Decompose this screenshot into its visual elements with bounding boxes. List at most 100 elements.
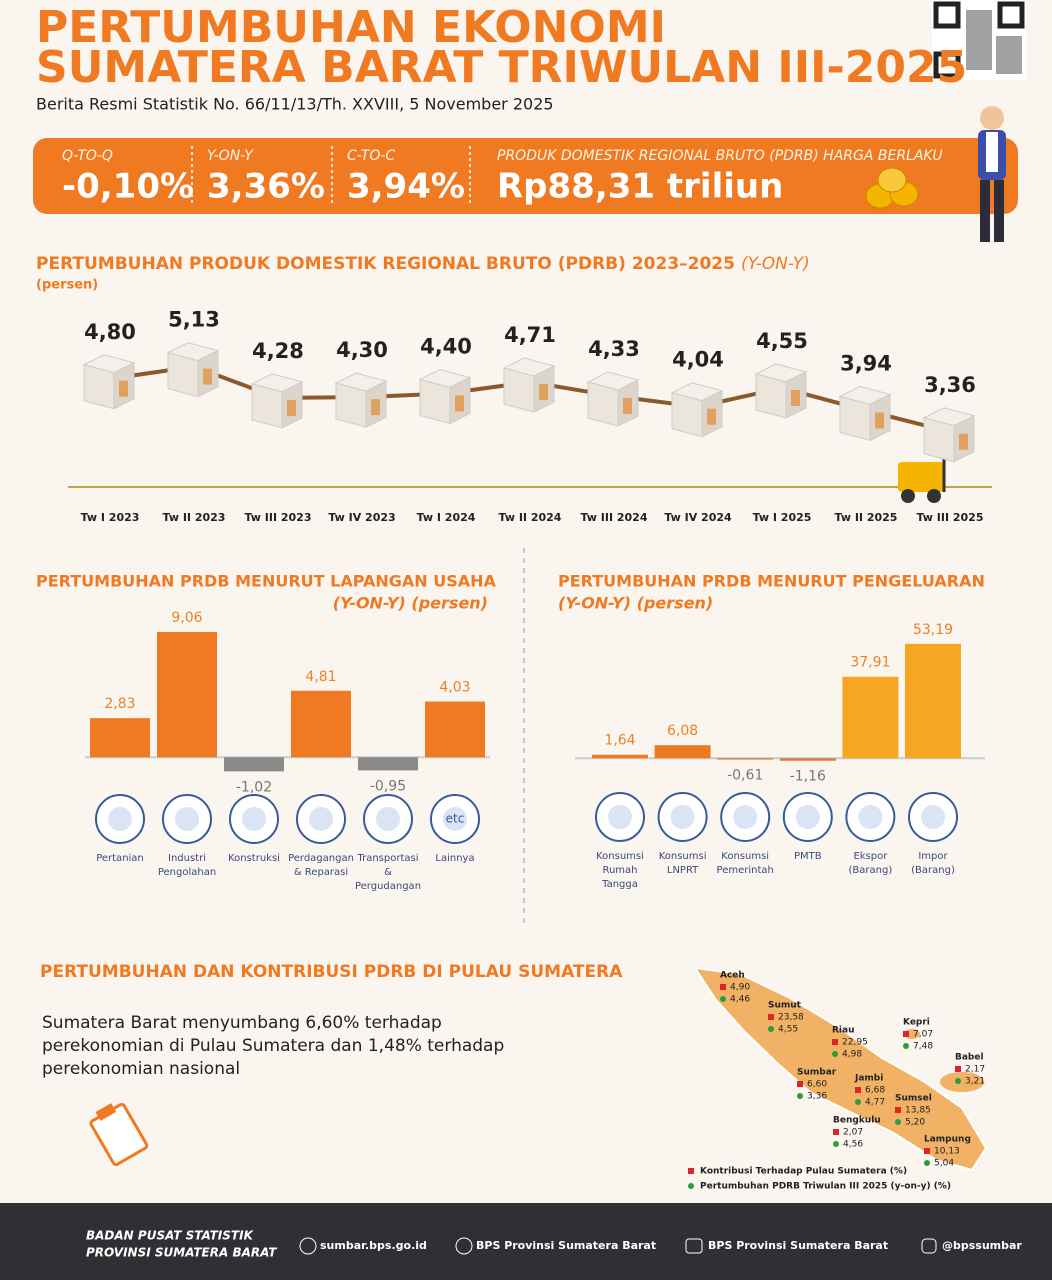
region-growth: 3,21 xyxy=(965,1077,985,1087)
banner-label: PRODUK DOMESTIK REGIONAL BRUTO (PDRB) HA… xyxy=(497,148,943,164)
category-label: Perdagangan & Reparasi xyxy=(288,853,354,878)
box-marker xyxy=(334,372,388,428)
bar xyxy=(654,745,711,759)
x-tick-label: Tw I 2025 xyxy=(753,511,812,524)
footer-link[interactable]: BPS Provinsi Sumatera Barat xyxy=(476,1239,656,1252)
box-left xyxy=(587,381,619,427)
category-label: Konstruksi xyxy=(228,853,280,864)
bar xyxy=(905,643,961,759)
box-tag xyxy=(707,408,716,425)
growth-marker xyxy=(833,1141,839,1147)
region-name: Kepri xyxy=(903,1018,930,1028)
banner-label: Q-TO-Q xyxy=(62,148,113,164)
region-growth: 3,36 xyxy=(807,1092,827,1102)
box-tag xyxy=(539,384,548,401)
category-icon-inner xyxy=(858,805,883,829)
box-left xyxy=(167,351,199,398)
region-name: Sumsel xyxy=(895,1094,932,1104)
bar xyxy=(425,701,485,758)
region-contribution: 6,60 xyxy=(807,1080,827,1090)
forklift-wheel xyxy=(901,489,915,503)
category-icon-inner xyxy=(175,807,199,831)
value-label: 4,28 xyxy=(252,339,304,363)
bar xyxy=(592,754,648,759)
bar xyxy=(157,631,217,758)
box-left xyxy=(419,378,451,425)
chart-title: PERTUMBUHAN PRDB MENURUT PENGELUARAN xyxy=(558,572,985,591)
value-label: 2,83 xyxy=(104,696,135,712)
banner-label: Y-ON-Y xyxy=(207,148,254,164)
footer-link[interactable]: sumbar.bps.go.id xyxy=(320,1239,427,1252)
icon-text: etc xyxy=(446,812,465,826)
region-contribution: 23,58 xyxy=(778,1013,804,1023)
region-contribution: 13,85 xyxy=(905,1106,931,1116)
box-left xyxy=(503,367,535,413)
region-contribution: 22,95 xyxy=(842,1038,868,1048)
contribution-marker xyxy=(832,1039,838,1045)
coins xyxy=(865,167,919,209)
chart-subtitle: (persen) xyxy=(36,278,98,293)
box-tag xyxy=(371,399,380,416)
value-label: -0,95 xyxy=(370,778,406,794)
value-label: 4,04 xyxy=(672,348,724,372)
region-contribution: 2,17 xyxy=(965,1065,985,1075)
title-line: PERTUMBUHAN EKONOMI xyxy=(36,2,666,53)
region-contribution: 10,13 xyxy=(934,1147,960,1157)
forklift-wheel xyxy=(927,489,941,503)
clipboard-icon xyxy=(89,1102,149,1167)
box-tag xyxy=(287,399,296,416)
map-text: Sumatera Barat menyumbang 6,60% terhadap… xyxy=(42,1013,505,1079)
region-growth: 7,48 xyxy=(913,1042,933,1052)
footer-link[interactable]: BPS Provinsi Sumatera Barat xyxy=(708,1239,888,1252)
box-left xyxy=(251,383,283,429)
bar xyxy=(358,757,418,771)
x-tick-label: Tw III 2024 xyxy=(580,511,647,524)
box-tag xyxy=(455,395,464,412)
box-marker xyxy=(754,363,808,419)
businessman xyxy=(978,106,1006,242)
category-icon-inner xyxy=(670,805,695,829)
web-icon xyxy=(299,1237,317,1255)
bar xyxy=(842,676,899,759)
contribution-marker xyxy=(895,1107,901,1113)
region-name: Riau xyxy=(832,1026,855,1036)
category-icon-inner xyxy=(443,807,467,831)
legend-label: Pertumbuhan PDRB Triwulan III 2025 (y-on… xyxy=(700,1182,951,1192)
region-name: Jambi xyxy=(854,1074,883,1084)
value-label: 4,33 xyxy=(588,337,640,361)
category-label: Ekspor (Barang) xyxy=(848,851,893,876)
category-icon-inner xyxy=(242,807,266,831)
region-growth: 5,04 xyxy=(934,1159,954,1169)
growth-marker xyxy=(797,1093,803,1099)
value-label: -1,16 xyxy=(790,769,826,785)
category-label: Transportasi & Pergudangan xyxy=(354,853,422,892)
title-line: SUMATERA BARAT TRIWULAN III-2025 xyxy=(36,42,967,93)
region-growth: 4,55 xyxy=(778,1025,798,1035)
box-marker xyxy=(418,368,472,425)
instagram-icon xyxy=(921,1238,937,1254)
x-tick-label: Tw IV 2024 xyxy=(664,511,732,524)
category-label: PMTB xyxy=(793,851,822,862)
category-label: Impor (Barang) xyxy=(911,851,955,876)
bar xyxy=(717,758,774,760)
value-label: 4,71 xyxy=(504,323,556,347)
growth-marker xyxy=(768,1026,774,1032)
value-label: 9,06 xyxy=(171,610,202,626)
region-name: Babel xyxy=(955,1053,984,1063)
region-name: Sumbar xyxy=(797,1068,837,1078)
growth-marker xyxy=(955,1078,961,1084)
footer-link[interactable]: @bpssumbar xyxy=(942,1239,1022,1252)
subtitle: Berita Resmi Statistik No. 66/11/13/Th. … xyxy=(36,95,554,114)
contribution-marker xyxy=(720,984,726,990)
growth-marker xyxy=(895,1119,901,1125)
box-left xyxy=(755,373,787,419)
category-label: Industri Pengolahan xyxy=(157,853,217,878)
box-left xyxy=(671,392,703,438)
value-label: 4,55 xyxy=(756,329,808,353)
footer-org: PROVINSI SUMATERA BARAT xyxy=(86,1246,277,1260)
chart-subtitle: (Y-ON-Y) (persen) xyxy=(333,594,488,613)
region-name: Lampung xyxy=(924,1135,971,1145)
contribution-marker xyxy=(855,1087,861,1093)
region-contribution: 4,90 xyxy=(730,983,750,993)
banner-dividers xyxy=(191,146,471,206)
